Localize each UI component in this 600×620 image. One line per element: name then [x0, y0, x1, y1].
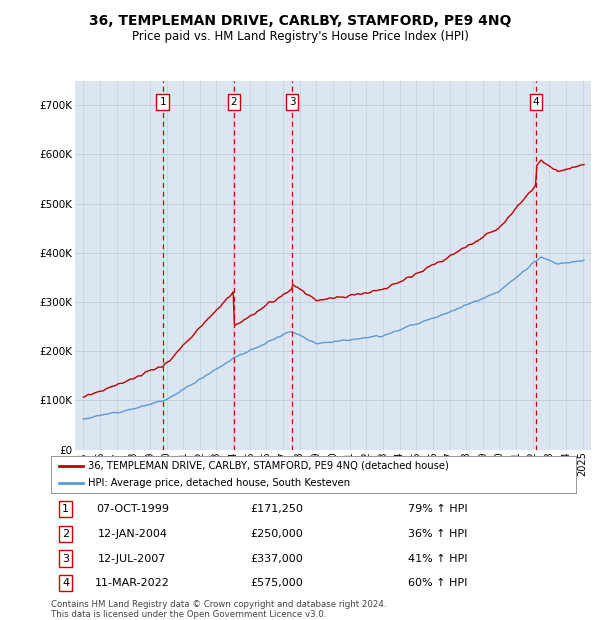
Text: £337,000: £337,000	[250, 554, 303, 564]
Text: 4: 4	[533, 97, 539, 107]
Text: 2: 2	[62, 529, 69, 539]
Text: 36% ↑ HPI: 36% ↑ HPI	[408, 529, 467, 539]
Text: £575,000: £575,000	[250, 578, 303, 588]
Text: £250,000: £250,000	[250, 529, 303, 539]
Text: 36, TEMPLEMAN DRIVE, CARLBY, STAMFORD, PE9 4NQ (detached house): 36, TEMPLEMAN DRIVE, CARLBY, STAMFORD, P…	[88, 461, 449, 471]
Text: Contains HM Land Registry data © Crown copyright and database right 2024.
This d: Contains HM Land Registry data © Crown c…	[51, 600, 386, 619]
Text: HPI: Average price, detached house, South Kesteven: HPI: Average price, detached house, Sout…	[88, 478, 350, 488]
Text: 11-MAR-2022: 11-MAR-2022	[95, 578, 170, 588]
Text: 3: 3	[289, 97, 295, 107]
Text: 4: 4	[62, 578, 69, 588]
Text: 1: 1	[62, 504, 69, 514]
Text: 36, TEMPLEMAN DRIVE, CARLBY, STAMFORD, PE9 4NQ: 36, TEMPLEMAN DRIVE, CARLBY, STAMFORD, P…	[89, 14, 511, 28]
Text: 2: 2	[230, 97, 237, 107]
Text: 12-JAN-2004: 12-JAN-2004	[97, 529, 167, 539]
Text: Price paid vs. HM Land Registry's House Price Index (HPI): Price paid vs. HM Land Registry's House …	[131, 30, 469, 43]
Text: 41% ↑ HPI: 41% ↑ HPI	[408, 554, 467, 564]
Text: 07-OCT-1999: 07-OCT-1999	[96, 504, 169, 514]
Text: £171,250: £171,250	[250, 504, 303, 514]
Text: 12-JUL-2007: 12-JUL-2007	[98, 554, 167, 564]
Text: 60% ↑ HPI: 60% ↑ HPI	[408, 578, 467, 588]
Text: 3: 3	[62, 554, 69, 564]
Text: 79% ↑ HPI: 79% ↑ HPI	[408, 504, 467, 514]
Text: 1: 1	[160, 97, 166, 107]
